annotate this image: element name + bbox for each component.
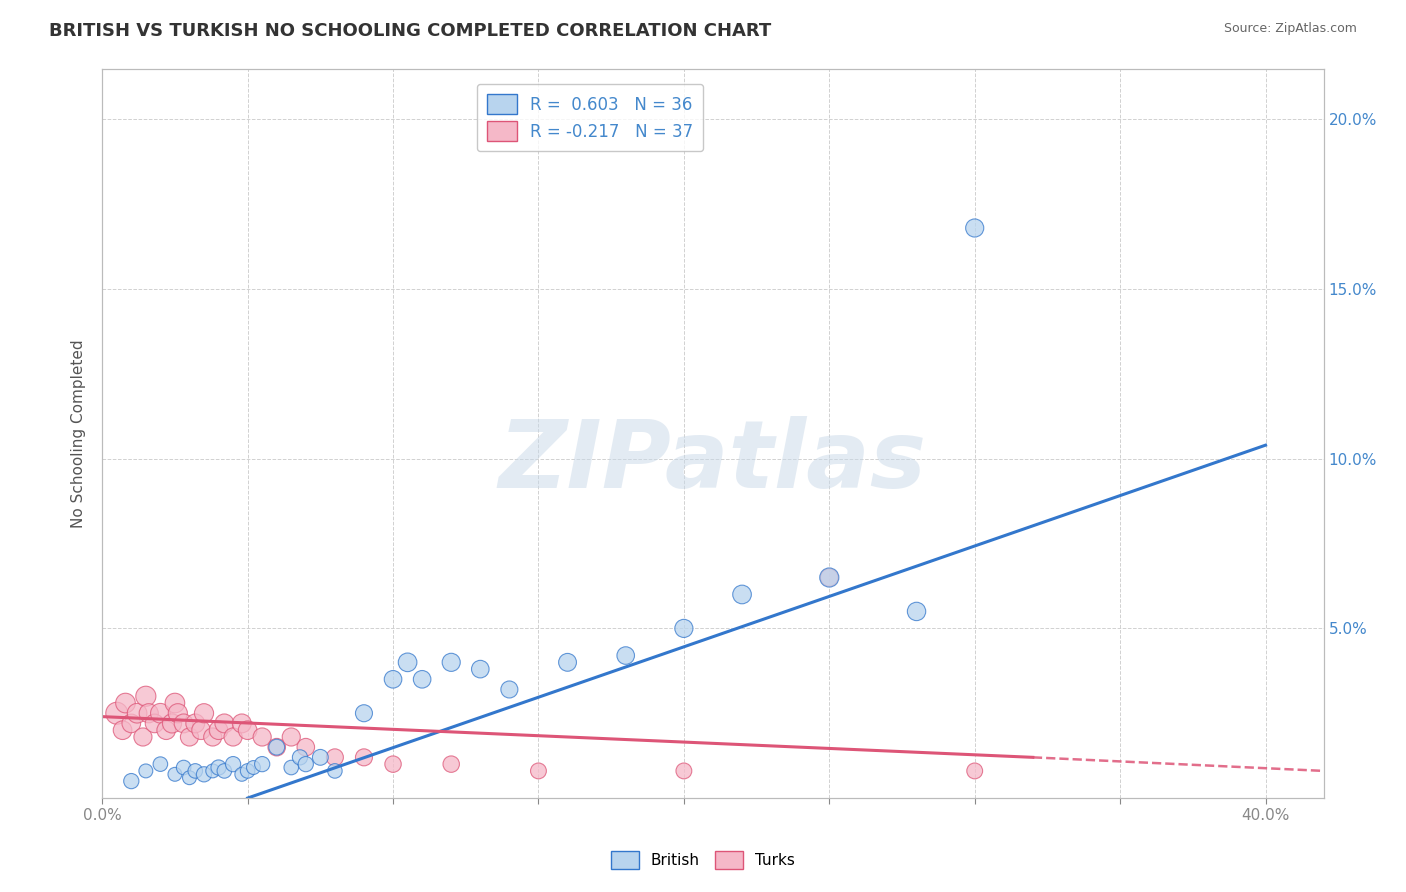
Point <box>135 690 157 704</box>
Point <box>236 764 259 778</box>
Point <box>266 740 288 755</box>
Point <box>160 716 183 731</box>
Point <box>288 750 311 764</box>
Point <box>323 764 346 778</box>
Point <box>353 750 375 764</box>
Point <box>166 706 188 721</box>
Point <box>527 764 550 778</box>
Point <box>179 771 201 785</box>
Point <box>114 696 136 710</box>
Point <box>120 716 142 731</box>
Point <box>155 723 177 738</box>
Legend: R =  0.603   N = 36, R = -0.217   N = 37: R = 0.603 N = 36, R = -0.217 N = 37 <box>477 84 703 152</box>
Point <box>132 730 155 744</box>
Point <box>193 767 215 781</box>
Legend: British, Turks: British, Turks <box>605 845 801 875</box>
Point <box>135 764 157 778</box>
Point <box>470 662 492 676</box>
Point <box>173 716 195 731</box>
Point <box>149 757 172 772</box>
Point <box>184 764 207 778</box>
Point <box>207 723 229 738</box>
Point <box>440 757 463 772</box>
Point <box>231 716 253 731</box>
Point <box>190 723 212 738</box>
Point <box>905 604 928 618</box>
Point <box>250 757 273 772</box>
Point <box>207 760 229 774</box>
Point <box>411 673 433 687</box>
Point <box>498 682 520 697</box>
Y-axis label: No Schooling Completed: No Schooling Completed <box>72 339 86 527</box>
Point <box>201 764 224 778</box>
Point <box>280 760 302 774</box>
Point <box>127 706 149 721</box>
Point <box>294 757 316 772</box>
Text: BRITISH VS TURKISH NO SCHOOLING COMPLETED CORRELATION CHART: BRITISH VS TURKISH NO SCHOOLING COMPLETE… <box>49 22 772 40</box>
Point <box>294 740 316 755</box>
Point <box>818 570 841 584</box>
Point <box>179 730 201 744</box>
Point <box>963 764 986 778</box>
Point <box>353 706 375 721</box>
Point <box>280 730 302 744</box>
Point <box>222 757 245 772</box>
Text: ZIPatlas: ZIPatlas <box>499 417 927 508</box>
Point <box>173 760 195 774</box>
Point <box>163 767 186 781</box>
Point <box>120 774 142 789</box>
Point <box>143 716 166 731</box>
Point <box>266 740 288 755</box>
Point <box>672 621 695 635</box>
Point <box>111 723 134 738</box>
Point <box>236 723 259 738</box>
Point <box>149 706 172 721</box>
Point <box>731 587 754 601</box>
Point <box>672 764 695 778</box>
Point <box>440 656 463 670</box>
Text: Source: ZipAtlas.com: Source: ZipAtlas.com <box>1223 22 1357 36</box>
Point <box>105 706 128 721</box>
Point <box>614 648 637 663</box>
Point <box>382 673 405 687</box>
Point <box>163 696 186 710</box>
Point <box>382 757 405 772</box>
Point <box>184 716 207 731</box>
Point <box>396 656 419 670</box>
Point <box>250 730 273 744</box>
Point <box>818 570 841 584</box>
Point <box>138 706 160 721</box>
Point <box>963 221 986 235</box>
Point <box>214 764 236 778</box>
Point <box>231 767 253 781</box>
Point <box>201 730 224 744</box>
Point <box>309 750 332 764</box>
Point <box>214 716 236 731</box>
Point <box>193 706 215 721</box>
Point <box>242 760 264 774</box>
Point <box>557 656 579 670</box>
Point <box>323 750 346 764</box>
Point <box>222 730 245 744</box>
